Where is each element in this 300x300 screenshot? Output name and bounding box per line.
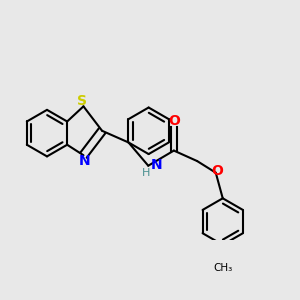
Text: H: H bbox=[142, 168, 150, 178]
Text: CH₃: CH₃ bbox=[213, 262, 233, 272]
Text: N: N bbox=[151, 158, 163, 172]
Text: O: O bbox=[212, 164, 224, 178]
Text: S: S bbox=[77, 94, 87, 107]
Text: N: N bbox=[79, 154, 90, 168]
Text: O: O bbox=[168, 115, 180, 128]
